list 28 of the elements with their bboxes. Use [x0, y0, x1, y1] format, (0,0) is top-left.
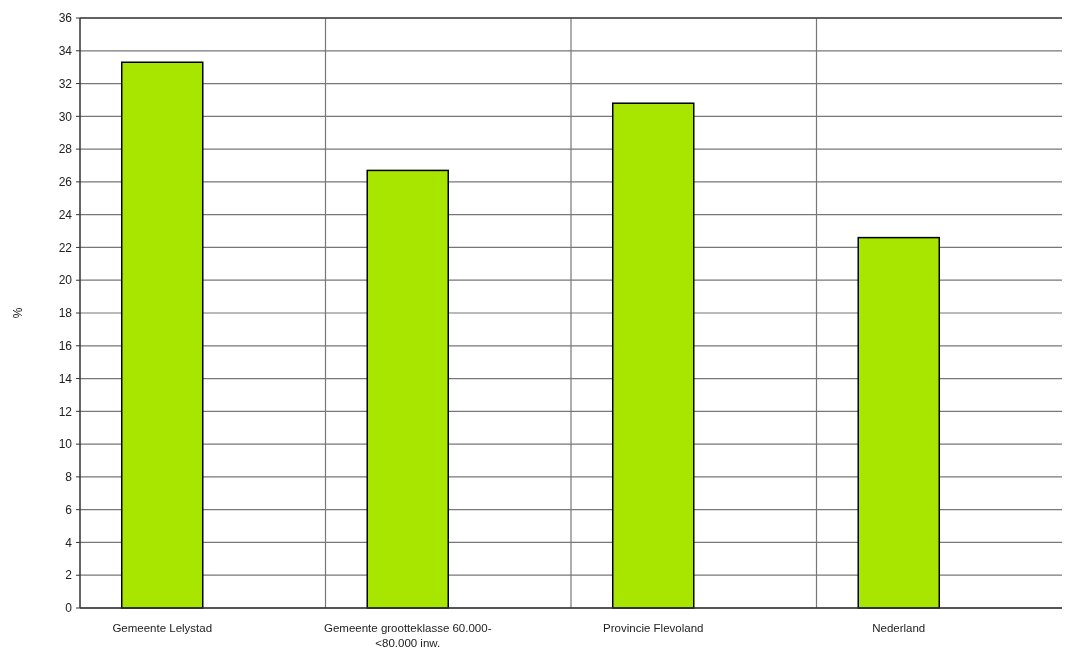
- y-tick-label: 8: [65, 470, 73, 485]
- x-tick-label: Gemeente Lelystad: [112, 622, 213, 634]
- y-tick-label: 34: [58, 43, 73, 58]
- y-tick-label: 10: [58, 437, 73, 452]
- bar: [120, 61, 204, 609]
- y-tick-label: 12: [58, 404, 73, 419]
- y-tick-label: 2: [65, 568, 73, 583]
- y-tick-label: 6: [65, 502, 73, 517]
- y-tick-label: 32: [58, 76, 73, 91]
- y-tick-label: 16: [58, 338, 73, 353]
- y-tick-label: 24: [58, 207, 73, 222]
- y-tick-label: 20: [58, 273, 73, 288]
- x-tick-label: Provincie Flevoland: [603, 622, 704, 634]
- x-tick-label: Gemeente grootteklasse 60.000-<80.000 inw.: [323, 622, 492, 649]
- bar: [857, 236, 940, 609]
- y-tick-label: 22: [58, 240, 73, 255]
- bar: [366, 169, 449, 609]
- y-tick-label: 28: [58, 142, 73, 157]
- y-tick-label: 26: [58, 175, 73, 190]
- y-tick-label: 36: [58, 11, 73, 26]
- y-tick-label: 14: [58, 371, 73, 386]
- x-tick-label: Nederland: [872, 622, 926, 634]
- y-tick-label: 4: [65, 535, 73, 550]
- y-tick-label: 30: [58, 109, 73, 124]
- bar: [611, 102, 695, 609]
- y-tick-label: 0: [65, 601, 73, 616]
- y-tick-label: 18: [58, 306, 73, 321]
- y-axis-title: %: [11, 307, 25, 319]
